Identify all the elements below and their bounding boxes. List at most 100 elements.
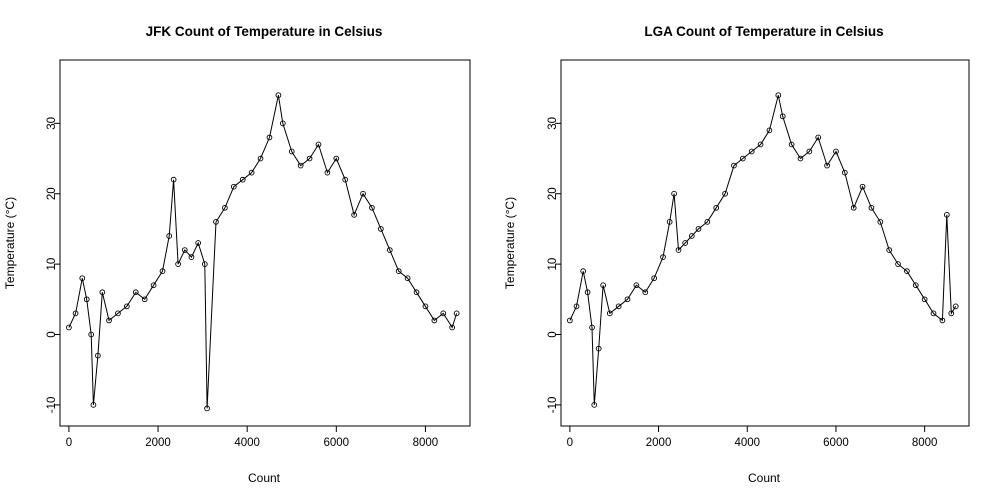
data-point bbox=[766, 127, 773, 134]
data-point bbox=[95, 352, 101, 359]
data-point bbox=[567, 317, 573, 324]
x-tick-label: 6000 bbox=[823, 437, 849, 449]
data-point bbox=[722, 190, 728, 197]
data-point bbox=[306, 155, 313, 162]
data-point bbox=[115, 310, 121, 317]
y-tick-label: 30 bbox=[547, 117, 559, 130]
data-point bbox=[824, 162, 830, 169]
data-point bbox=[159, 268, 166, 275]
series-line bbox=[68, 95, 458, 409]
data-point bbox=[688, 233, 695, 239]
data-point bbox=[170, 176, 177, 183]
data-point bbox=[279, 120, 286, 127]
y-tick-label: 0 bbox=[547, 331, 559, 337]
x-tick-label: 2000 bbox=[145, 437, 171, 449]
data-point bbox=[948, 310, 955, 317]
data-point bbox=[239, 176, 246, 183]
data-point bbox=[841, 169, 848, 176]
chart-title: LGA Count of Temperature in Celsius bbox=[644, 24, 883, 39]
data-point bbox=[404, 275, 411, 282]
x-axis-label: Count bbox=[248, 471, 281, 485]
data-point bbox=[930, 310, 937, 317]
data-point bbox=[201, 261, 208, 267]
data-point bbox=[266, 134, 273, 141]
y-tick-label: 20 bbox=[46, 187, 58, 200]
y-tick-label: -10 bbox=[547, 397, 559, 414]
data-point bbox=[952, 303, 959, 310]
data-point bbox=[573, 303, 580, 310]
data-point bbox=[739, 155, 746, 162]
x-tick-label: 2000 bbox=[646, 437, 672, 449]
data-point bbox=[695, 226, 702, 232]
data-point bbox=[213, 219, 219, 225]
data-point bbox=[748, 148, 755, 155]
data-point bbox=[904, 268, 910, 275]
data-point bbox=[175, 261, 181, 267]
data-point bbox=[395, 268, 402, 275]
plot-frame bbox=[59, 59, 471, 427]
data-point bbox=[642, 289, 649, 296]
data-point bbox=[72, 310, 79, 317]
data-point bbox=[297, 162, 304, 169]
y-tick-label: 10 bbox=[547, 258, 559, 271]
data-point bbox=[779, 113, 786, 120]
data-point bbox=[788, 141, 795, 148]
data-point bbox=[132, 289, 139, 296]
data-point bbox=[324, 169, 331, 176]
x-tick-label: 0 bbox=[66, 437, 72, 449]
data-point bbox=[123, 303, 130, 310]
chart-title: JFK Count of Temperature in Celsius bbox=[146, 24, 383, 39]
data-point bbox=[422, 303, 429, 310]
data-point bbox=[666, 219, 673, 225]
x-tick-label: 4000 bbox=[234, 437, 260, 449]
data-point bbox=[877, 219, 884, 225]
data-point bbox=[589, 324, 595, 331]
data-point bbox=[921, 296, 928, 303]
data-point bbox=[88, 331, 95, 338]
data-point bbox=[633, 282, 640, 289]
data-point bbox=[731, 162, 737, 169]
y-axis-label: Temperature (°C) bbox=[503, 197, 517, 289]
data-point bbox=[275, 92, 282, 99]
data-point bbox=[580, 268, 587, 275]
data-point bbox=[591, 402, 598, 408]
data-point bbox=[150, 282, 157, 289]
data-point bbox=[797, 155, 804, 162]
data-point bbox=[386, 247, 393, 253]
data-point bbox=[886, 247, 893, 253]
data-point bbox=[449, 324, 456, 331]
data-point bbox=[939, 317, 946, 324]
data-point bbox=[288, 148, 295, 155]
data-point bbox=[99, 289, 106, 296]
data-point bbox=[757, 141, 764, 148]
data-point bbox=[671, 190, 677, 197]
data-point bbox=[440, 310, 447, 317]
data-point bbox=[257, 155, 264, 162]
series-line bbox=[569, 95, 957, 405]
data-point bbox=[615, 303, 622, 310]
data-point bbox=[248, 169, 255, 176]
plot-frame bbox=[560, 59, 970, 427]
y-tick-label: 10 bbox=[46, 258, 58, 271]
data-point bbox=[895, 261, 901, 267]
data-point bbox=[595, 345, 602, 352]
data-point bbox=[682, 240, 689, 246]
data-point bbox=[83, 296, 90, 303]
y-tick-label: 30 bbox=[46, 117, 58, 130]
data-point bbox=[360, 190, 366, 197]
data-point bbox=[106, 317, 112, 324]
y-tick-label: 20 bbox=[547, 187, 559, 200]
data-point bbox=[584, 289, 591, 296]
x-tick-label: 4000 bbox=[734, 437, 760, 449]
data-point bbox=[833, 148, 839, 155]
data-point bbox=[651, 275, 657, 282]
data-point bbox=[342, 176, 349, 183]
data-point bbox=[453, 310, 460, 317]
data-point bbox=[850, 204, 857, 211]
data-point bbox=[230, 183, 237, 190]
data-point bbox=[222, 204, 228, 211]
data-point bbox=[431, 317, 438, 324]
data-point bbox=[66, 324, 72, 331]
data-point bbox=[704, 219, 711, 225]
data-point bbox=[815, 134, 822, 141]
